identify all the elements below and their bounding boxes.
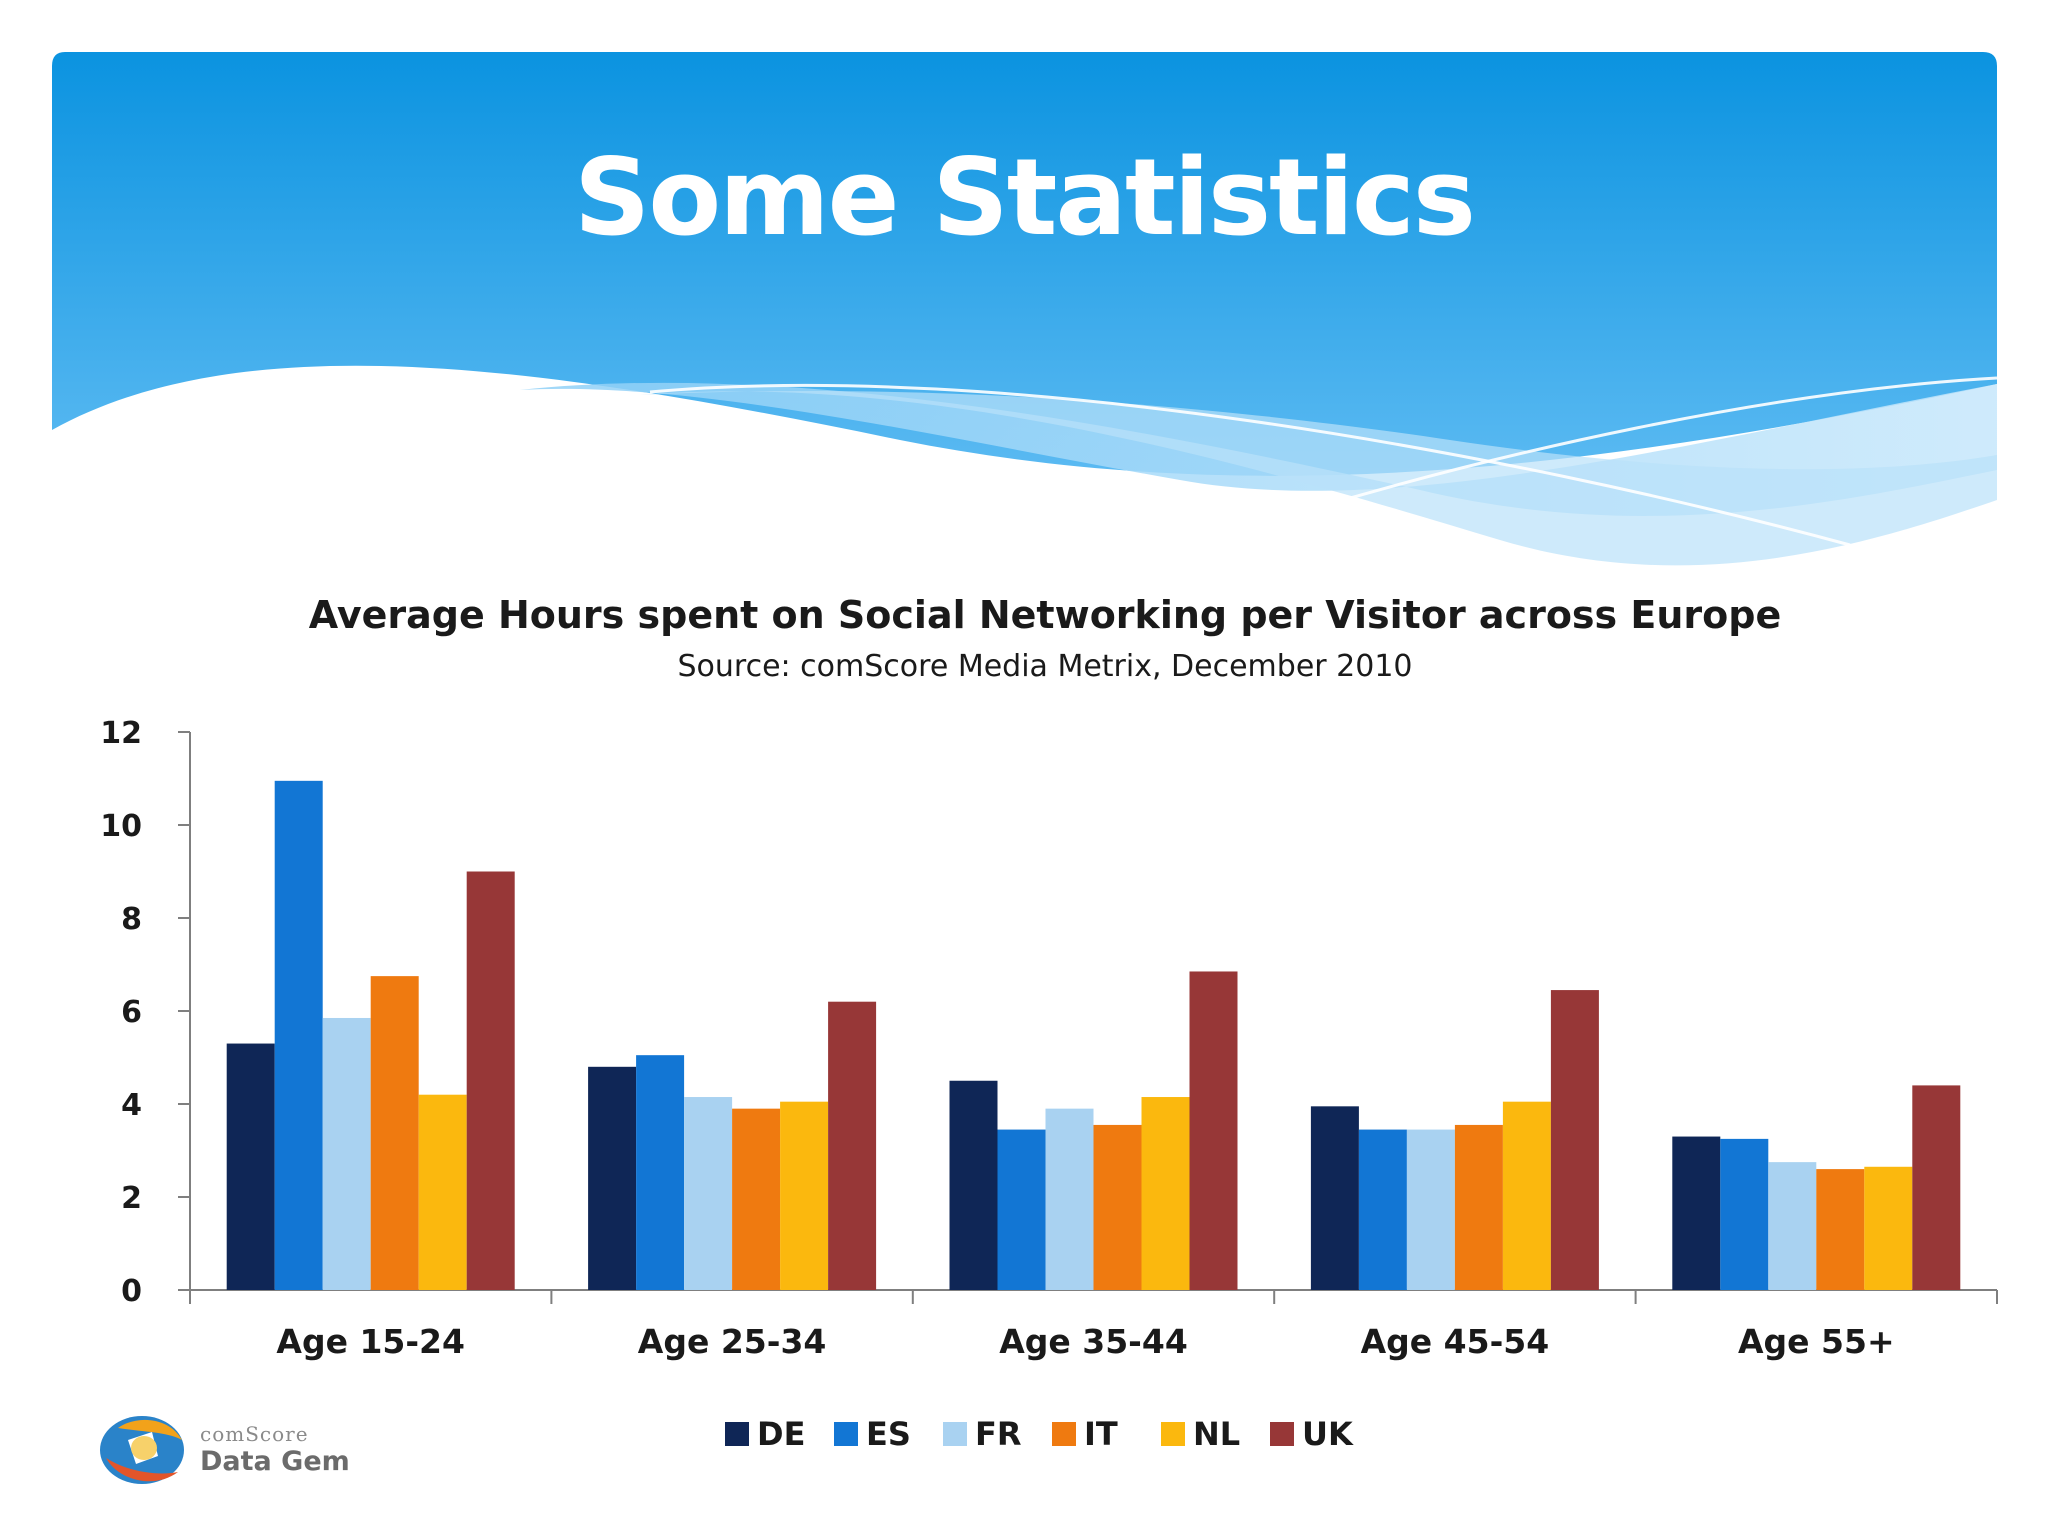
bar-nl xyxy=(1864,1166,1913,1290)
chart-legend: DE ES FR IT NL UK xyxy=(725,1415,1354,1453)
chart-subtitle: Source: comScore Media Metrix, December … xyxy=(678,649,1413,684)
legend-swatch-fr xyxy=(943,1422,967,1446)
x-tick-label: Age 25-34 xyxy=(638,1322,827,1361)
comscore-logo-icon xyxy=(100,1416,184,1484)
bar-fr xyxy=(684,1097,733,1290)
bar-de xyxy=(949,1080,998,1290)
bar-fr xyxy=(322,1017,371,1290)
bar-de xyxy=(1672,1136,1721,1290)
y-tick-label: 8 xyxy=(121,902,142,937)
y-tick-label: 6 xyxy=(121,995,142,1030)
bar-nl xyxy=(1141,1097,1190,1290)
bar-it xyxy=(1816,1169,1865,1290)
bar-fr xyxy=(1045,1108,1094,1290)
legend-swatch-de xyxy=(725,1422,749,1446)
x-tick-label: Age 45-54 xyxy=(1361,1322,1550,1361)
legend-label-es: ES xyxy=(866,1415,911,1453)
chart-bars xyxy=(226,780,1961,1290)
logo-text-comscore: comScore xyxy=(200,1422,309,1446)
slide-title: Some Statistics xyxy=(574,136,1476,259)
x-tick-label: Age 55+ xyxy=(1738,1322,1895,1361)
y-tick-label: 4 xyxy=(121,1088,142,1123)
bar-it xyxy=(732,1108,781,1290)
bar-de xyxy=(588,1066,637,1290)
legend-label-uk: UK xyxy=(1302,1415,1354,1453)
bar-uk xyxy=(466,871,515,1290)
comscore-logo: comScore Data Gem xyxy=(98,1410,378,1490)
y-tick-label: 10 xyxy=(100,809,142,844)
y-tick-label: 12 xyxy=(100,716,142,751)
bar-es xyxy=(636,1055,685,1290)
legend-swatch-es xyxy=(834,1422,858,1446)
bar-nl xyxy=(780,1101,829,1290)
bar-fr xyxy=(1406,1129,1455,1290)
bar-uk xyxy=(1550,990,1599,1290)
legend-label-nl: NL xyxy=(1193,1415,1240,1453)
bar-es xyxy=(997,1129,1046,1290)
legend-label-it: IT xyxy=(1084,1415,1118,1453)
bar-es xyxy=(1358,1129,1407,1290)
bar-nl xyxy=(418,1094,467,1290)
bar-es xyxy=(1720,1138,1769,1290)
bar-de xyxy=(226,1043,275,1290)
bar-uk xyxy=(828,1001,877,1290)
bar-uk xyxy=(1912,1085,1961,1290)
legend-label-fr: FR xyxy=(975,1415,1022,1453)
x-tick-label: Age 15-24 xyxy=(276,1322,465,1361)
x-tick-label: Age 35-44 xyxy=(999,1322,1188,1361)
chart-title: Average Hours spent on Social Networking… xyxy=(309,593,1781,637)
y-tick-label: 0 xyxy=(121,1274,142,1309)
y-tick-label: 2 xyxy=(121,1181,142,1216)
header-banner xyxy=(52,52,1998,566)
bar-nl xyxy=(1502,1101,1551,1290)
bar-it xyxy=(370,976,419,1290)
bar-de xyxy=(1310,1106,1359,1290)
legend-swatch-nl xyxy=(1161,1422,1185,1446)
legend-label-de: DE xyxy=(757,1415,805,1453)
legend-swatch-it xyxy=(1052,1422,1076,1446)
bar-es xyxy=(274,780,323,1290)
logo-text-data-gem: Data Gem xyxy=(200,1446,350,1477)
bar-uk xyxy=(1189,971,1238,1290)
bar-fr xyxy=(1768,1162,1817,1290)
bar-it xyxy=(1454,1124,1503,1290)
legend-swatch-uk xyxy=(1270,1422,1294,1446)
bar-it xyxy=(1093,1124,1142,1290)
